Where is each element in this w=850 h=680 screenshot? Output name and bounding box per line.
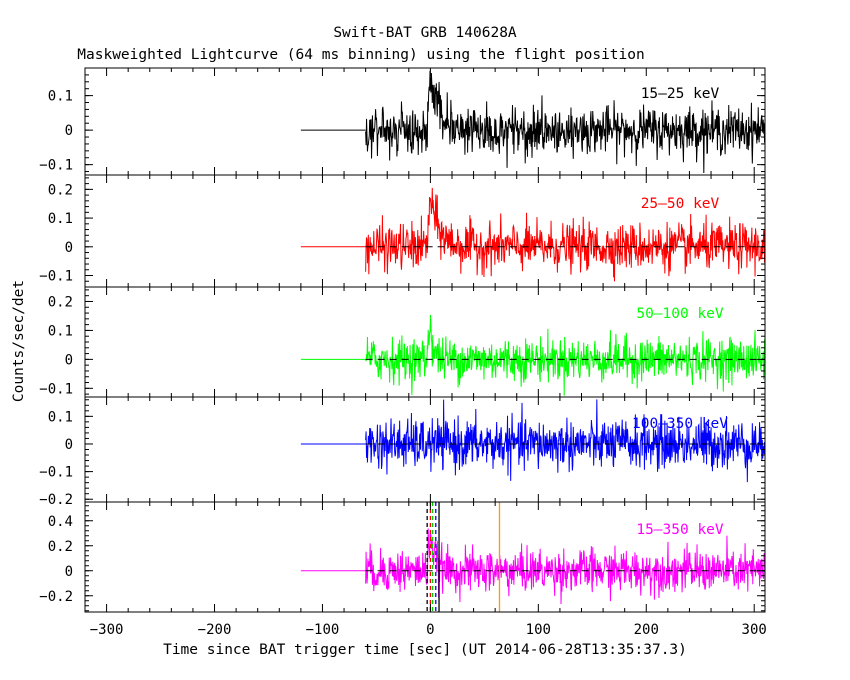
panels: −0.100.1 15–25 keV−0.100.10.225–50 keV−0.… [39,67,767,638]
series-group [300,502,765,612]
chart-title: Swift-BAT GRB 140628A [333,25,517,41]
y-tick-label: −0.1 [39,158,73,174]
series-group [300,399,765,483]
y-tick-label: 0 [65,352,73,368]
series-group [300,187,765,282]
y-tick-label: 0 [65,240,73,256]
x-tick-label: 300 [742,622,767,638]
y-tick-label: 0.1 [48,211,73,227]
panel-2: −0.1 0 0.1 0.2 25–50 keV [39,174,766,288]
series-line [365,70,765,173]
x-axis-label: Time since BAT trigger time [sec] (UT 20… [163,642,687,658]
y-tick-label: 0 [65,437,73,453]
y-tick-label: −0.2 [39,589,73,605]
band-label: 50–100 keV [636,306,724,322]
panel-5: −0.2 0 0.2 0.4 15–350 keV [39,501,766,613]
panel-3: −0.1 0 0.1 0.2 50–100 keV [39,286,766,398]
y-tick-label: 0.1 [48,89,73,105]
x-tick-label: −300 [90,622,124,638]
series-group [300,70,765,173]
y-tick-label: 0 [65,564,73,580]
chart-subtitle: Maskweighted Lightcurve (64 ms binning) … [77,47,644,63]
y-tick-label: 0 [65,123,73,139]
panel-1: −0.1 0 0.1 15–25 keV [39,67,766,176]
y-tick-label: −0.1 [39,269,73,285]
series-line [365,528,765,604]
x-tick-label: −200 [198,622,232,638]
x-tick-label: −100 [306,622,340,638]
y-tick-label: 0.2 [48,294,73,310]
x-tick-label: 100 [526,622,551,638]
panel-frame [84,501,766,613]
x-tick-label: 0 [426,622,434,638]
y-axis-label: Counts/sec/det [11,280,27,402]
x-tick-label: 200 [634,622,659,638]
panel-frame [84,286,766,398]
series-group [300,314,765,396]
series-line [365,314,765,396]
band-label: 25–50 keV [641,196,720,212]
panel-frame [84,174,766,288]
y-tick-label: 0.4 [48,514,73,530]
y-tick-label: 0.1 [48,323,73,339]
y-tick-label: 0.1 [48,409,73,425]
band-label: 15–350 keV [636,522,724,538]
series-line [365,187,765,282]
series-line [365,399,765,483]
y-tick-label: 0.2 [48,182,73,198]
y-tick-label: −0.1 [39,465,73,481]
band-label: 15–25 keV [641,86,720,102]
panel-4: −0.2 −0.1 0 0.1 100–350 keV [39,396,766,508]
band-label: 100–350 keV [632,416,728,432]
y-tick-label: −0.2 [39,492,73,508]
y-tick-label: 0.2 [48,539,73,555]
y-tick-label: −0.1 [39,381,73,397]
